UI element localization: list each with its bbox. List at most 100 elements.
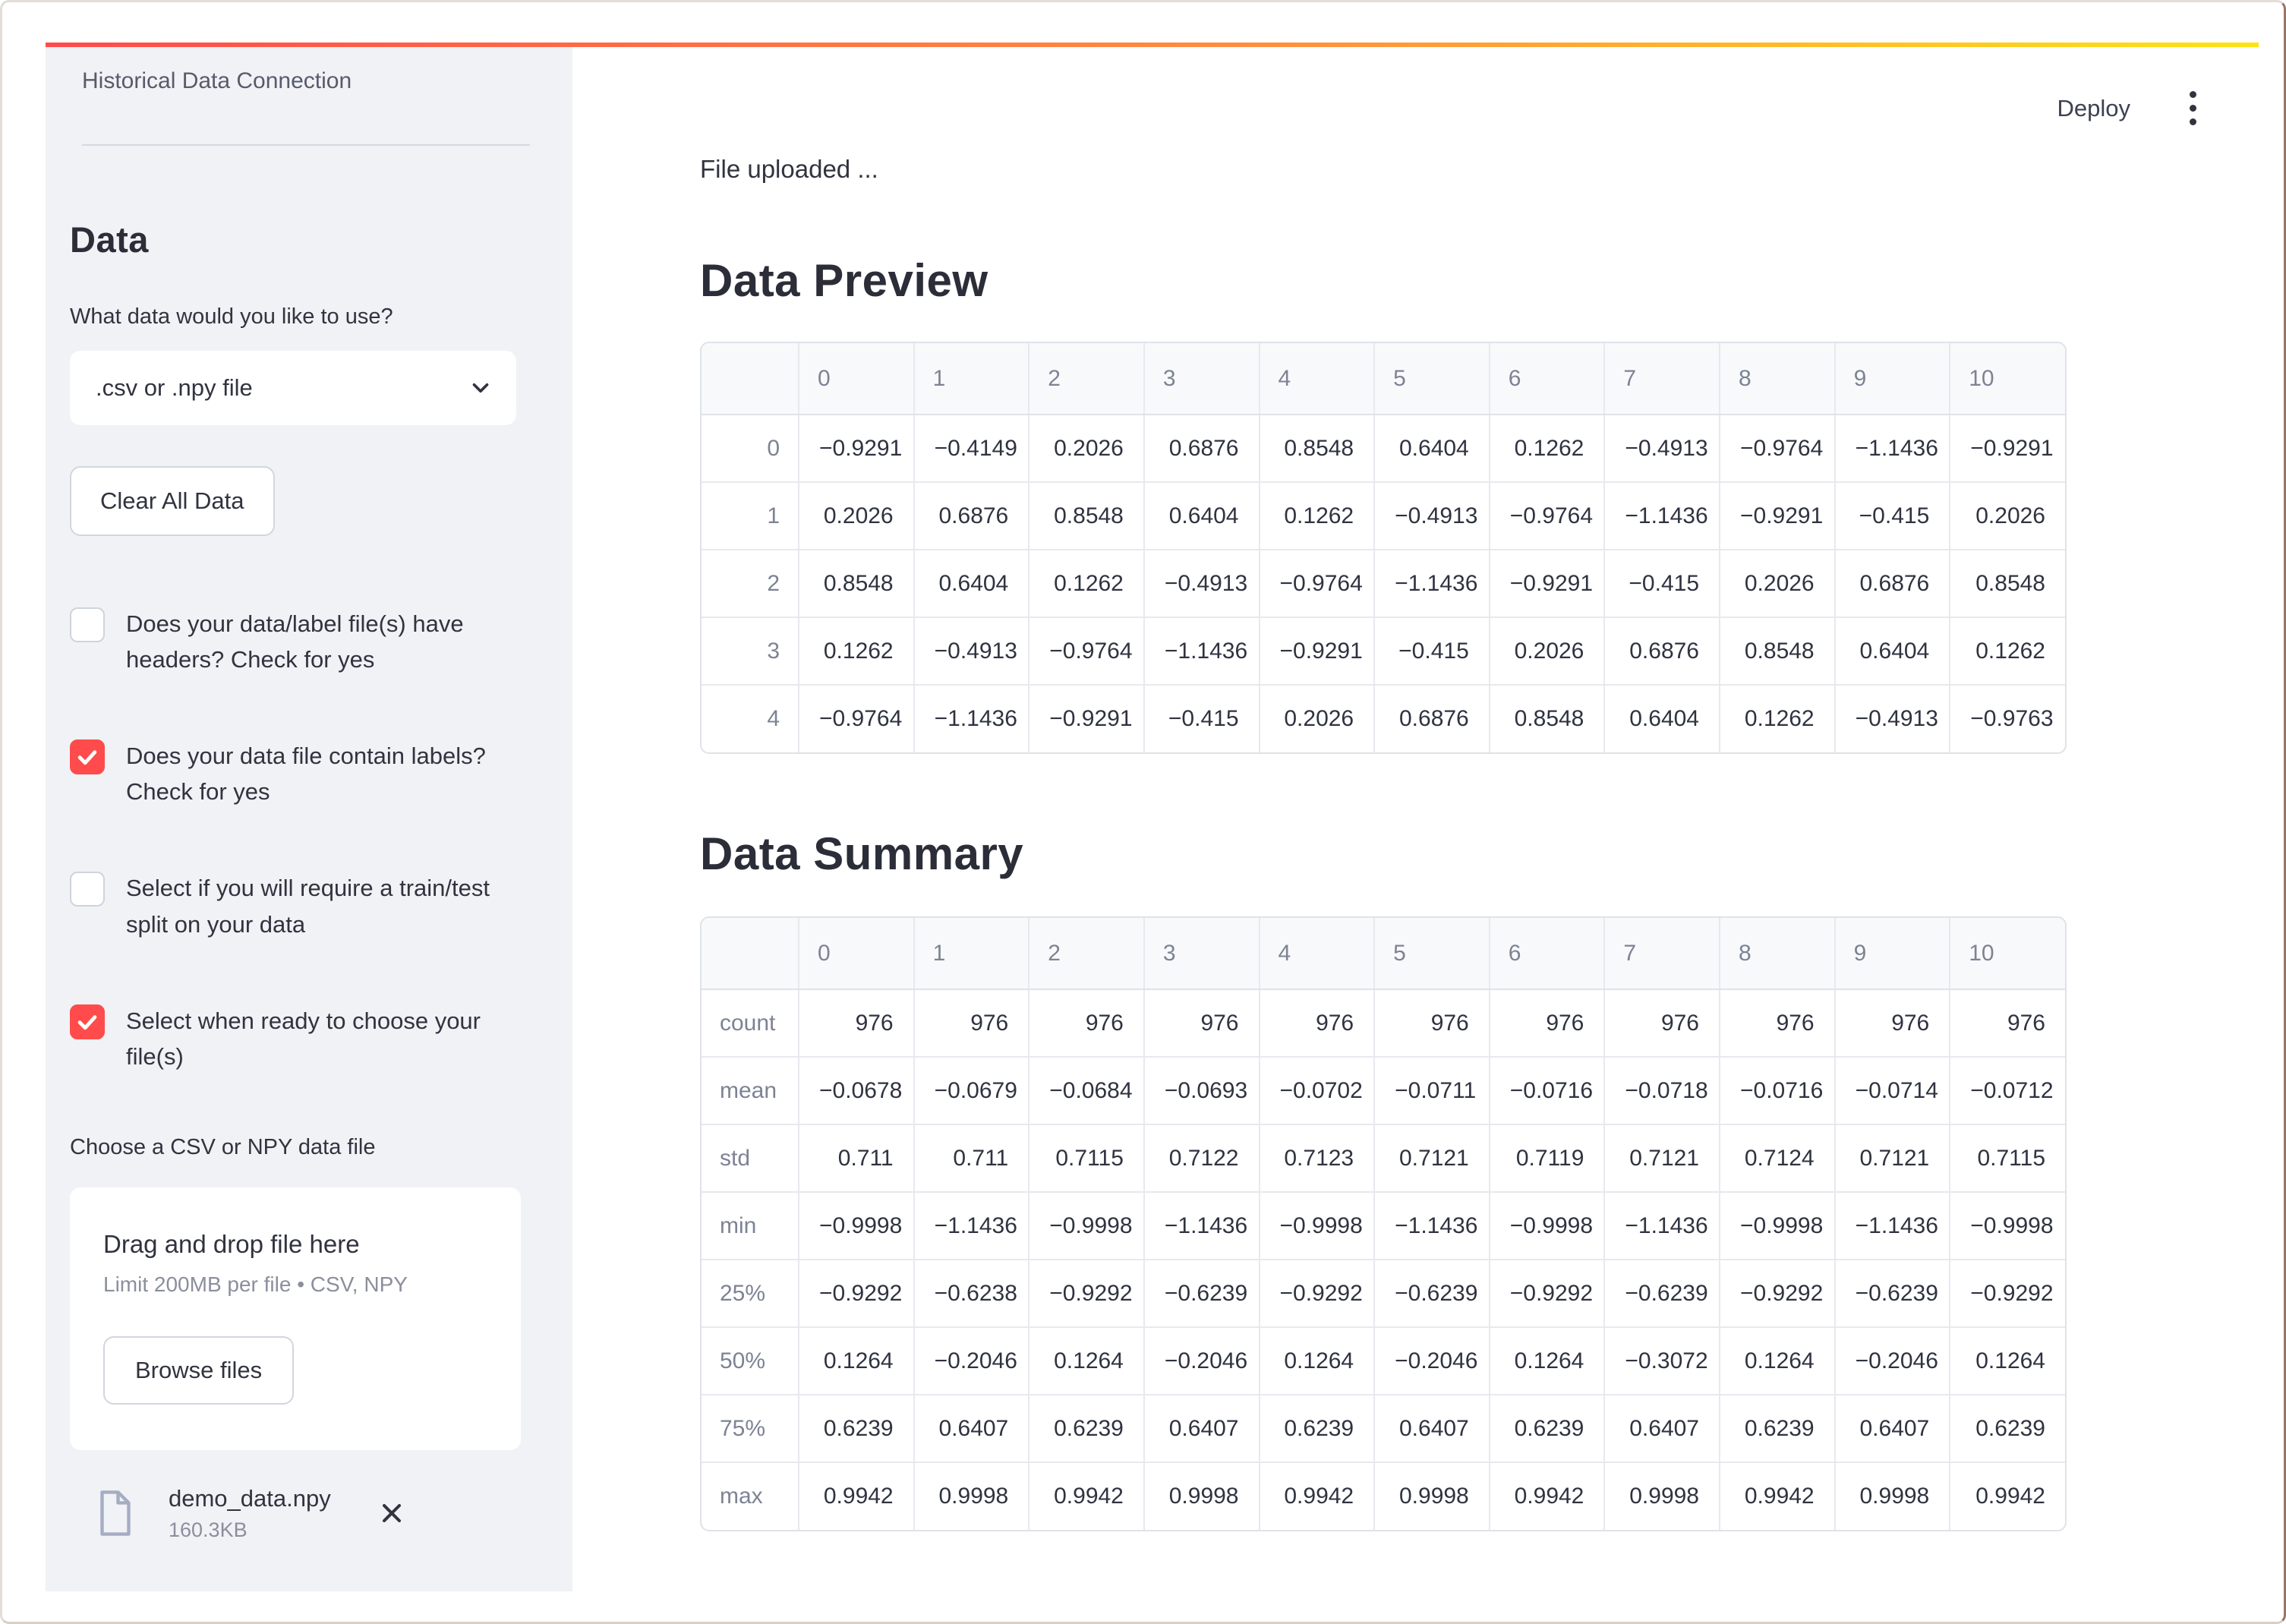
table-cell: −0.9291 <box>1029 685 1144 752</box>
row-index-cell: max <box>702 1462 799 1530</box>
selectbox-value: .csv or .npy file <box>96 374 253 402</box>
check-icon <box>74 744 100 770</box>
table-cell: −0.0712 <box>1950 1057 2065 1124</box>
table-cell: 976 <box>914 989 1029 1057</box>
column-header: 5 <box>1374 918 1490 989</box>
table-cell: 0.8548 <box>799 550 914 617</box>
table-cell: 0.9942 <box>1029 1462 1144 1530</box>
table-cell: 0.1262 <box>1720 685 1835 752</box>
column-header: 6 <box>1490 343 1605 415</box>
table-header-row: 012345678910 <box>702 343 2065 415</box>
table-cell: −0.9292 <box>1950 1260 2065 1327</box>
table-cell: 0.6239 <box>1260 1395 1375 1462</box>
table-cell: 0.6239 <box>799 1395 914 1462</box>
column-header: 3 <box>1144 343 1260 415</box>
checkbox-unchecked[interactable] <box>70 607 105 642</box>
checkbox-label: Select if you will require a train/test … <box>126 870 521 941</box>
table-cell: 0.9998 <box>1144 1462 1260 1530</box>
table-cell: −0.9764 <box>1260 550 1375 617</box>
table-cell: −0.0711 <box>1374 1057 1490 1124</box>
row-index-cell: 0 <box>702 415 799 482</box>
sidebar-title: Historical Data Connection <box>82 68 545 94</box>
column-header: 10 <box>1950 918 2065 989</box>
table-cell: 0.6407 <box>1835 1395 1950 1462</box>
table-cell: 0.6876 <box>1604 617 1720 685</box>
table-row: 10.20260.68760.85480.64040.1262−0.4913−0… <box>702 482 2065 550</box>
table-corner-cell <box>702 343 799 415</box>
table-cell: −0.4913 <box>914 617 1029 685</box>
table-cell: 0.6239 <box>1029 1395 1144 1462</box>
table-cell: 0.7119 <box>1490 1124 1605 1192</box>
remove-file-button[interactable] <box>370 1492 413 1534</box>
data-summary-table[interactable]: 012345678910count97697697697697697697697… <box>700 916 2067 1531</box>
clear-all-data-button[interactable]: Clear All Data <box>70 466 275 536</box>
deploy-button[interactable]: Deploy <box>2054 92 2134 125</box>
column-header: 8 <box>1720 343 1835 415</box>
table-cell: 0.6876 <box>1835 550 1950 617</box>
table-cell: 0.8548 <box>1720 617 1835 685</box>
data-preview-table[interactable]: 0123456789100−0.9291−0.41490.20260.68760… <box>700 342 2067 754</box>
checkbox-unchecked[interactable] <box>70 872 105 907</box>
main-content: Deploy File uploaded ... Data Preview 01… <box>572 47 2259 1591</box>
table-cell: −0.9998 <box>1029 1192 1144 1260</box>
checkbox-checked[interactable] <box>70 1004 105 1039</box>
drag-drop-text: Drag and drop file here <box>103 1230 487 1259</box>
browse-files-button[interactable]: Browse files <box>103 1336 294 1405</box>
table-cell: −0.2046 <box>914 1327 1029 1395</box>
table-cell: 976 <box>1835 989 1950 1057</box>
table-cell: 0.7124 <box>1720 1124 1835 1192</box>
table-cell: −0.9764 <box>799 685 914 752</box>
sidebar: Historical Data Connection Data What dat… <box>46 47 572 1591</box>
table-cell: −0.9292 <box>1490 1260 1605 1327</box>
file-uploader-dropzone[interactable]: Drag and drop file here Limit 200MB per … <box>70 1187 521 1450</box>
checkbox-list: Does your data/label file(s) have header… <box>70 606 545 1074</box>
file-uploaded-status: File uploaded ... <box>700 47 2259 184</box>
table-cell: 0.6876 <box>914 482 1029 550</box>
table-cell: 0.8548 <box>1950 550 2065 617</box>
table-cell: −0.9291 <box>1490 550 1605 617</box>
chevron-down-icon <box>468 375 493 401</box>
table-cell: 0.9942 <box>1950 1462 2065 1530</box>
table-cell: −0.6238 <box>914 1260 1029 1327</box>
data-source-selectbox[interactable]: .csv or .npy file <box>70 351 516 425</box>
table-cell: 976 <box>1720 989 1835 1057</box>
table-cell: −0.9291 <box>799 415 914 482</box>
table-cell: −0.9998 <box>1720 1192 1835 1260</box>
checkbox-row[interactable]: Does your data/label file(s) have header… <box>70 606 545 677</box>
table-cell: −0.9763 <box>1950 685 2065 752</box>
checkbox-label: Select when ready to choose your file(s) <box>126 1003 521 1074</box>
row-index-cell: 50% <box>702 1327 799 1395</box>
row-index-cell: min <box>702 1192 799 1260</box>
checkbox-row[interactable]: Select if you will require a train/test … <box>70 870 545 941</box>
row-index-cell: 3 <box>702 617 799 685</box>
table-cell: 0.1264 <box>1950 1327 2065 1395</box>
table-row: 4−0.9764−1.1436−0.9291−0.4150.20260.6876… <box>702 685 2065 752</box>
table-cell: −0.2046 <box>1835 1327 1950 1395</box>
table-cell: −1.1436 <box>1604 482 1720 550</box>
table-cell: −0.4149 <box>914 415 1029 482</box>
row-index-cell: mean <box>702 1057 799 1124</box>
table-cell: −0.9998 <box>1490 1192 1605 1260</box>
table-cell: 0.9942 <box>1260 1462 1375 1530</box>
table-cell: 0.6876 <box>1144 415 1260 482</box>
checkbox-row[interactable]: Does your data file contain labels? Chec… <box>70 738 545 809</box>
table-cell: −0.0678 <box>799 1057 914 1124</box>
column-header: 9 <box>1835 918 1950 989</box>
table-cell: −0.9998 <box>1260 1192 1375 1260</box>
table-cell: 0.7115 <box>1950 1124 2065 1192</box>
column-header: 7 <box>1604 343 1720 415</box>
row-index-cell: count <box>702 989 799 1057</box>
app-toolbar: Deploy <box>2054 85 2205 131</box>
row-index-cell: 75% <box>702 1395 799 1462</box>
uploaded-file-row: demo_data.npy 160.3KB <box>70 1485 545 1542</box>
table-cell: 0.8548 <box>1490 685 1605 752</box>
uploaded-file-info: demo_data.npy 160.3KB <box>169 1485 331 1542</box>
table-cell: −1.1436 <box>1144 617 1260 685</box>
table-cell: −0.9998 <box>1950 1192 2065 1260</box>
table-cell: 0.7123 <box>1260 1124 1375 1192</box>
table-cell: 0.6404 <box>1144 482 1260 550</box>
checkbox-checked[interactable] <box>70 739 105 774</box>
checkbox-row[interactable]: Select when ready to choose your file(s) <box>70 1003 545 1074</box>
uploaded-file-name: demo_data.npy <box>169 1485 331 1512</box>
main-menu-kebab-icon[interactable] <box>2182 85 2204 131</box>
